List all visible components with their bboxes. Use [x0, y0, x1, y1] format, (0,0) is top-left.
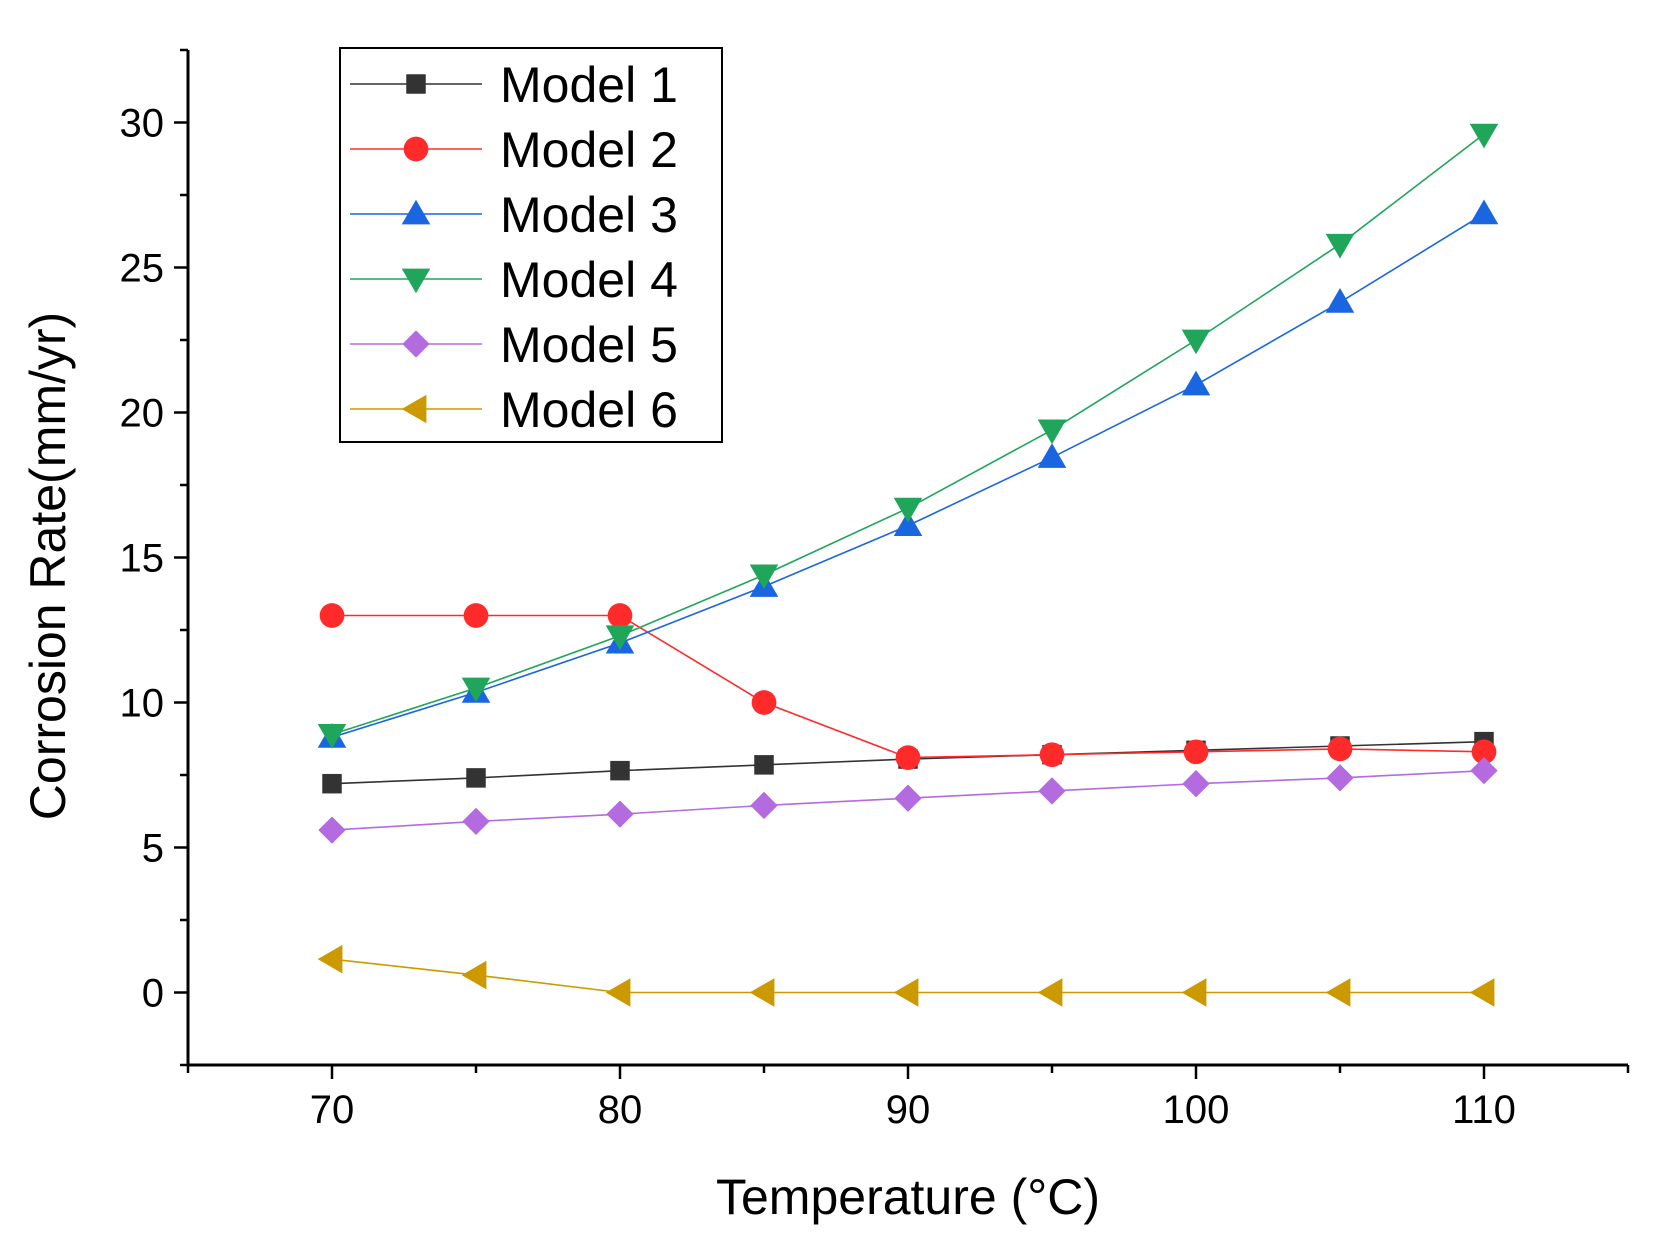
legend-label: Model 2: [500, 122, 678, 178]
data-point: [610, 760, 630, 781]
data-point: [1183, 739, 1209, 765]
series-5: [318, 757, 1498, 844]
legend: Model 1 Model 2 Model 3 Model 4 Model 5 Model…: [339, 47, 723, 443]
y-axis-title: Corrosion Rate(mm/yr): [20, 312, 76, 820]
data-point: [318, 816, 346, 844]
y-tick-label: 0: [142, 972, 164, 1016]
legend-marker: [401, 394, 427, 424]
data-point: [605, 625, 635, 651]
data-point: [1325, 233, 1355, 259]
legend-item: Model 5: [350, 317, 678, 373]
legend-item: Model 3: [350, 187, 678, 243]
data-point: [1037, 978, 1063, 1007]
data-point: [1039, 742, 1065, 768]
x-tick-label: 110: [1452, 1088, 1516, 1132]
x-tick-label: 70: [310, 1088, 355, 1132]
legend-item: Model 2: [350, 122, 678, 178]
series-4: [317, 123, 1499, 749]
legend-label: Model 6: [500, 382, 678, 438]
x-tick-label: 100: [1163, 1088, 1230, 1132]
x-tick-label: 90: [886, 1088, 931, 1132]
legend-item: Model 1: [350, 57, 678, 113]
y-tick-label: 30: [120, 102, 165, 146]
data-point: [1181, 329, 1211, 355]
data-point: [750, 791, 778, 820]
data-point: [461, 960, 487, 990]
y-tick-label: 5: [142, 827, 164, 871]
data-point: [462, 807, 490, 836]
legend-label: Model 4: [500, 252, 678, 308]
data-point: [317, 944, 343, 974]
data-point: [749, 978, 775, 1007]
legend-item: Model 4: [350, 252, 678, 308]
data-point: [751, 690, 777, 715]
data-point: [893, 978, 919, 1007]
data-point: [894, 784, 922, 812]
data-point: [754, 755, 774, 775]
data-point: [1470, 757, 1498, 785]
data-point: [322, 773, 342, 794]
data-point: [461, 677, 491, 703]
series-line: [332, 614, 1485, 759]
data-point: [893, 511, 923, 536]
data-point: [605, 978, 631, 1007]
data-point: [607, 603, 633, 628]
data-point: [895, 745, 921, 770]
legend-marker: [401, 268, 431, 294]
legend-label: Model 3: [500, 187, 678, 243]
y-tick-label: 25: [120, 247, 165, 291]
data-point: [319, 603, 345, 628]
x-tick-label: 80: [598, 1088, 643, 1132]
data-point: [317, 724, 347, 749]
data-point: [1469, 978, 1495, 1007]
data-point: [1471, 739, 1497, 765]
data-point: [463, 603, 489, 628]
data-point: [1327, 736, 1353, 762]
y-tick-label: 20: [120, 392, 165, 436]
legend-item: Model 6: [350, 382, 678, 438]
legend-label: Model 1: [500, 57, 678, 113]
data-point: [606, 800, 634, 828]
data-point: [1038, 777, 1066, 805]
plot-series: [317, 123, 1499, 1007]
data-point: [749, 564, 779, 590]
axes: 0 5 10 15 20 25 30 70 80 90 100 110: [120, 48, 1630, 1132]
data-point: [1469, 199, 1499, 225]
y-tick-label: 15: [120, 537, 165, 581]
legend-marker: [403, 136, 429, 162]
legend-label: Model 5: [500, 317, 678, 373]
data-point: [1182, 770, 1210, 798]
data-point: [1325, 288, 1355, 313]
data-point: [466, 768, 486, 788]
data-point: [1469, 123, 1499, 149]
series-2: [319, 603, 1497, 770]
legend-marker: [406, 74, 426, 94]
data-point: [1325, 978, 1351, 1007]
data-point: [1181, 370, 1211, 396]
legend-box: [339, 47, 723, 443]
data-point: [1326, 764, 1354, 792]
data-point: [1037, 419, 1067, 445]
legend-marker: [402, 330, 430, 358]
data-point: [893, 497, 923, 523]
y-tick-label: 10: [120, 682, 165, 726]
x-axis-title: Temperature (°C): [716, 1169, 1100, 1225]
data-point: [1181, 978, 1207, 1007]
data-point: [1037, 443, 1067, 468]
series-6: [317, 944, 1495, 1007]
legend-marker: [401, 199, 431, 225]
